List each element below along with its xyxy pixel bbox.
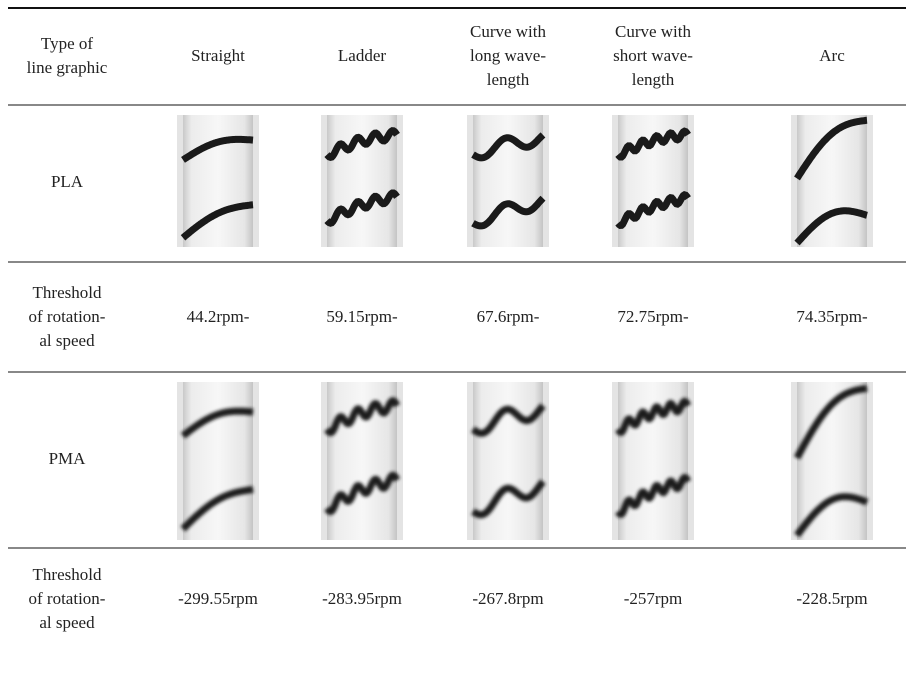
value-cell: 44.2rpm-	[187, 307, 250, 326]
cylinder-image	[177, 382, 259, 540]
row-label: Threshold of rotation-al speed	[29, 283, 106, 350]
header-cell-line: Type of	[41, 34, 93, 53]
bands	[324, 127, 400, 227]
image-content	[467, 382, 549, 540]
printed-line	[615, 473, 692, 518]
row-label-line: Threshold	[33, 565, 102, 584]
printed-line	[615, 190, 691, 229]
image-content	[321, 115, 403, 247]
header-cell: Ladder	[338, 46, 386, 65]
header-cell-line: Straight	[191, 46, 245, 65]
row-label: Threshold of rotation-al speed	[29, 565, 106, 632]
image-content	[177, 382, 259, 540]
header-cell-line: length	[632, 70, 675, 89]
header-cell-line: Arc	[819, 46, 845, 65]
printed-line	[181, 135, 254, 163]
bands	[615, 127, 691, 229]
image-content	[612, 382, 694, 540]
value-cell: 67.6rpm-	[477, 307, 540, 326]
value-cell: 72.75rpm-	[617, 307, 689, 326]
header-cell: Straight	[191, 46, 245, 65]
header-cell: Curve with short wave-length	[613, 22, 693, 89]
header-cell: Arc	[819, 46, 845, 65]
printed-line	[180, 407, 254, 439]
value-cell: -283.95rpm	[322, 589, 402, 608]
printed-line	[794, 493, 869, 538]
printed-line	[324, 189, 400, 227]
cylinder-image	[467, 115, 549, 247]
bands	[180, 407, 254, 532]
cylinder-image	[791, 115, 873, 247]
bands	[471, 132, 546, 230]
image-content	[177, 115, 259, 247]
bands	[471, 403, 546, 519]
header-cell-line: short wave-	[613, 46, 693, 65]
printed-line	[471, 132, 546, 162]
printed-line	[324, 127, 400, 162]
cylinder-image	[321, 115, 403, 247]
bands	[794, 116, 868, 246]
bands	[793, 384, 869, 538]
cylinder-image	[791, 382, 873, 540]
printed-line	[180, 485, 254, 532]
printed-line	[471, 479, 546, 519]
printed-line	[615, 127, 691, 161]
row-label: PLA	[51, 172, 84, 191]
row-label-line: PMA	[49, 449, 87, 468]
cylinder-image	[177, 115, 259, 247]
bands	[615, 397, 692, 518]
cylinder-image	[612, 382, 694, 540]
cylinder-image	[467, 382, 549, 540]
image-content	[321, 382, 403, 540]
image-content	[791, 115, 873, 247]
value-cell: 74.35rpm-	[796, 307, 868, 326]
printed-line	[471, 403, 546, 437]
printed-line	[324, 471, 401, 516]
header-cell-line: long wave-	[470, 46, 546, 65]
header-cell-line: Curve with	[615, 22, 692, 41]
row-label-line: of rotation-	[29, 589, 106, 608]
printed-line	[793, 384, 868, 460]
image-content	[467, 115, 549, 247]
bands	[324, 397, 401, 516]
image-content	[612, 115, 694, 247]
header-cell: Type of line graphic	[27, 34, 108, 77]
value-cell: -299.55rpm	[178, 589, 258, 608]
cylinder-image	[612, 115, 694, 247]
image-content	[791, 382, 873, 540]
row-label-line: of rotation-	[29, 307, 106, 326]
row-label-line: al speed	[39, 613, 95, 632]
printed-line	[324, 397, 401, 437]
printed-line	[615, 397, 692, 436]
printed-line	[794, 116, 868, 181]
row-label: PMA	[49, 449, 87, 468]
printed-line	[794, 207, 868, 246]
value-cell: -257rpm	[624, 589, 683, 608]
printed-line	[180, 201, 254, 241]
row-label-line: al speed	[39, 331, 95, 350]
header-cell-line: Curve with	[470, 22, 547, 41]
bands	[180, 135, 254, 241]
value-cell: 59.15rpm-	[326, 307, 398, 326]
row-label-line: Threshold	[33, 283, 102, 302]
header-cell-line: Ladder	[338, 46, 386, 65]
row-label-line: PLA	[51, 172, 84, 191]
header-cell-line: length	[487, 70, 530, 89]
header-cell: Curve with long wave-length	[470, 22, 547, 89]
cylinder-image	[321, 382, 403, 540]
value-cell: -228.5rpm	[796, 589, 867, 608]
printed-line	[471, 195, 546, 230]
header-cell-line: line graphic	[27, 58, 108, 77]
value-cell: -267.8rpm	[472, 589, 543, 608]
